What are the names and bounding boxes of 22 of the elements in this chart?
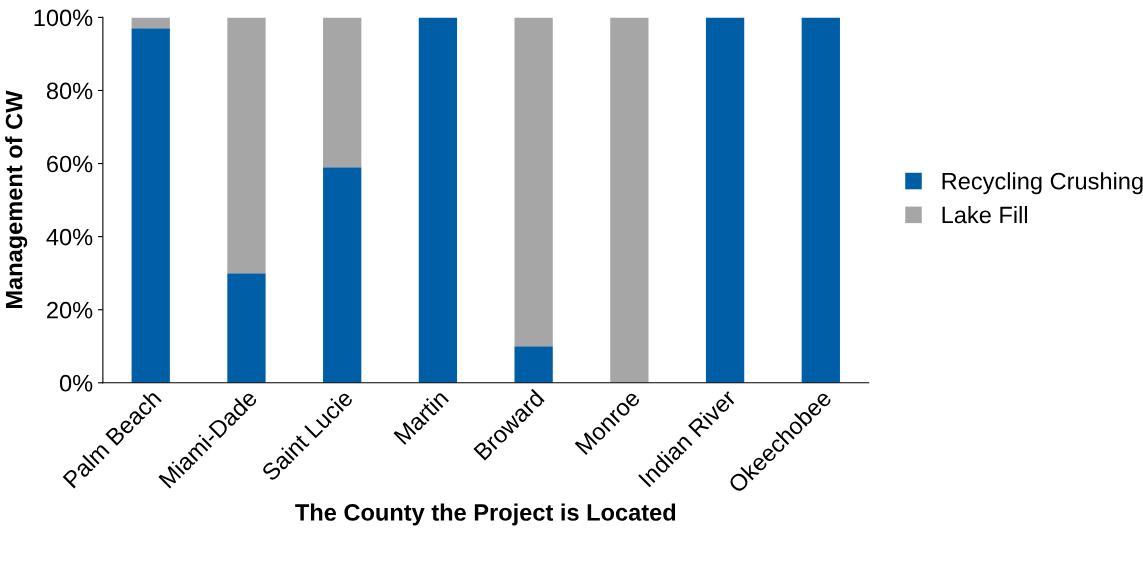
bar xyxy=(514,346,553,383)
y-tick-label: 0% xyxy=(59,374,93,392)
bar xyxy=(323,17,362,168)
bar xyxy=(514,17,553,347)
y-tick-label: 100% xyxy=(34,9,93,27)
y-axis-title: Management of CW xyxy=(5,90,28,309)
y-tick-label: 40% xyxy=(46,228,93,246)
bar xyxy=(227,17,266,274)
x-axis-title: The County the Project is Located xyxy=(295,503,676,526)
y-tick-label: 20% xyxy=(47,301,93,319)
legend-label: Lake Fill xyxy=(942,206,1027,224)
bar xyxy=(610,17,649,383)
y-tick-label: 80% xyxy=(46,82,93,100)
bar xyxy=(705,17,745,383)
bar xyxy=(801,17,840,383)
bar xyxy=(418,17,458,383)
legend-label: Recycling Crushing xyxy=(942,172,1143,195)
y-tick-label: 60% xyxy=(47,155,93,173)
bar xyxy=(131,17,170,29)
bar xyxy=(131,28,170,383)
bar xyxy=(323,167,362,383)
bar xyxy=(227,273,266,383)
